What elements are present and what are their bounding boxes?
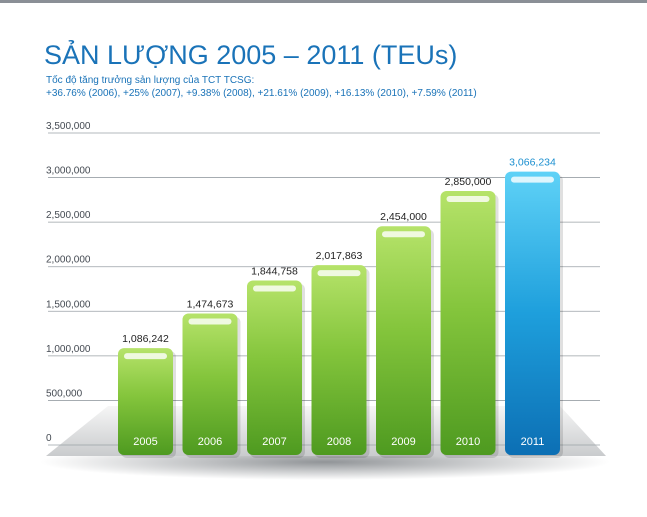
- chart-title: SẢN LƯỢNG 2005 – 2011 (TEUs): [44, 40, 458, 70]
- y-tick-label: 1,500,000: [46, 299, 91, 310]
- bar-group: 2,850,000 2010: [440, 176, 499, 458]
- x-category-label: 2008: [327, 436, 351, 448]
- x-category-label: 2010: [456, 436, 480, 448]
- bar-group: 1,474,673 2006: [182, 299, 241, 458]
- top-rule: [0, 0, 647, 3]
- y-tick-label: 1,000,000: [46, 344, 91, 355]
- y-tick-label: 0: [46, 433, 52, 444]
- x-category-label: 2006: [198, 436, 222, 448]
- bar: [376, 226, 431, 455]
- bar-value-label: 2,850,000: [445, 176, 492, 188]
- bar: [247, 280, 302, 455]
- bar: [182, 313, 238, 455]
- x-category-label: 2007: [262, 436, 286, 448]
- bar-value-label: 1,844,758: [251, 266, 298, 278]
- bar-highlight: [253, 285, 296, 292]
- x-category-label: 2005: [133, 436, 157, 448]
- y-tick-label: 3,500,000: [46, 121, 91, 132]
- y-tick-label: 2,000,000: [46, 255, 91, 266]
- bar-value-label: 3,066,234: [509, 157, 556, 169]
- bar-highlight: [188, 318, 232, 325]
- bar-highlight: [382, 231, 425, 238]
- bar: [311, 265, 367, 455]
- bar: [118, 348, 173, 455]
- bar-group: 2,454,000 2009: [376, 211, 434, 458]
- x-category-label: 2011: [521, 436, 545, 448]
- bar-value-label: 1,086,242: [122, 333, 169, 345]
- subtitle-line-2: +36.76% (2006), +25% (2007), +9.38% (200…: [46, 88, 477, 99]
- bar-highlight: [511, 176, 554, 183]
- bar-value-label: 2,454,000: [380, 211, 427, 223]
- subtitle-line-1: Tốc độ tăng trưởng sản lượng của TCT TCS…: [46, 75, 255, 86]
- bar: [440, 190, 496, 455]
- bar-highlight: [317, 270, 361, 277]
- y-tick-label: 500,000: [46, 388, 83, 399]
- bar: [505, 171, 560, 455]
- bar-group: 3,066,234 2011: [505, 157, 563, 458]
- bar-layer: 1,086,242 2005 1,474,673 2006 1,844,758 2007 2…: [118, 157, 563, 458]
- chart-subtitle: Tốc độ tăng trưởng sản lượng của TCT TCS…: [46, 74, 477, 100]
- bar-group: 1,844,758 2007: [247, 266, 305, 458]
- bar-highlight: [124, 353, 167, 360]
- x-category-label: 2009: [391, 436, 415, 448]
- bar-highlight: [446, 195, 490, 202]
- y-tick-label: 3,000,000: [46, 166, 91, 177]
- bar-group: 2,017,863 2008: [311, 250, 370, 458]
- bar-group: 1,086,242 2005: [118, 333, 176, 458]
- bar-value-label: 2,017,863: [316, 250, 363, 262]
- y-tick-label: 2,500,000: [46, 210, 91, 221]
- bar-value-label: 1,474,673: [187, 299, 234, 311]
